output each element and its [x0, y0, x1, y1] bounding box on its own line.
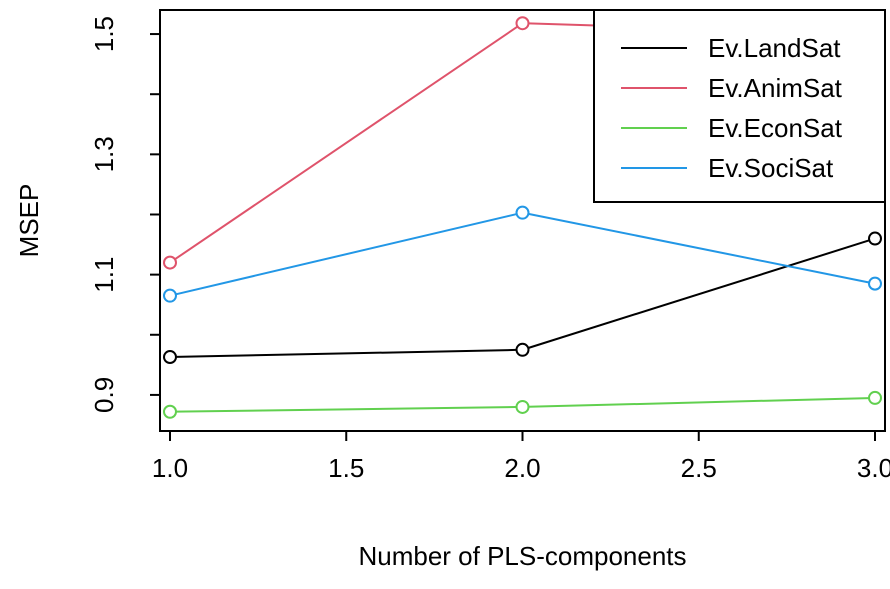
legend: Ev.LandSat Ev.AnimSat Ev.EconSat Ev.SociSat [593, 9, 886, 203]
series-line-segment [175, 348, 517, 358]
legend-label: Ev.SociSat [708, 153, 834, 183]
x-axis: 1.0 1.5 2.0 2.5 3.0 [152, 431, 890, 483]
data-point [515, 342, 530, 357]
series-line-segment [174, 25, 519, 261]
y-axis: 0.9 1.1 1.3 1.5 [89, 16, 160, 413]
x-tick-label: 1.5 [328, 453, 364, 483]
series-line-segment [528, 397, 870, 408]
legend-box [593, 9, 886, 203]
x-tick-label: 1.0 [152, 453, 188, 483]
data-point [868, 276, 882, 291]
series-ev-landsat [163, 231, 882, 365]
data-point [163, 404, 177, 419]
y-tick-label: 1.5 [89, 16, 119, 52]
series-line-segment [175, 406, 517, 413]
series-ev-econsat [163, 390, 882, 419]
data-point [868, 231, 882, 246]
series-line-segment [527, 239, 870, 349]
data-point [515, 205, 530, 220]
series-line-segment [528, 212, 870, 284]
x-tick-label: 2.0 [504, 453, 540, 483]
y-tick-label: 1.3 [89, 136, 119, 172]
data-point [515, 399, 530, 414]
legend-entries: Ev.LandSat Ev.AnimSat Ev.EconSat Ev.SociSat [621, 33, 843, 183]
data-point [163, 255, 177, 270]
legend-label: Ev.EconSat [708, 113, 843, 143]
y-tick-label: 0.9 [89, 377, 119, 413]
x-axis-title: Number of PLS-components [358, 541, 686, 571]
x-tick-label: 2.5 [681, 453, 717, 483]
legend-label: Ev.LandSat [708, 33, 841, 63]
series-line-segment [175, 213, 517, 296]
legend-label: Ev.AnimSat [708, 73, 843, 103]
data-point [163, 288, 177, 303]
y-tick-label: 1.1 [89, 257, 119, 293]
data-point [868, 390, 882, 405]
y-axis-title: MSEP [14, 184, 44, 258]
series-ev-socisat [163, 205, 882, 303]
data-point [515, 16, 530, 31]
data-point [163, 350, 177, 365]
x-tick-label: 3.0 [857, 453, 890, 483]
